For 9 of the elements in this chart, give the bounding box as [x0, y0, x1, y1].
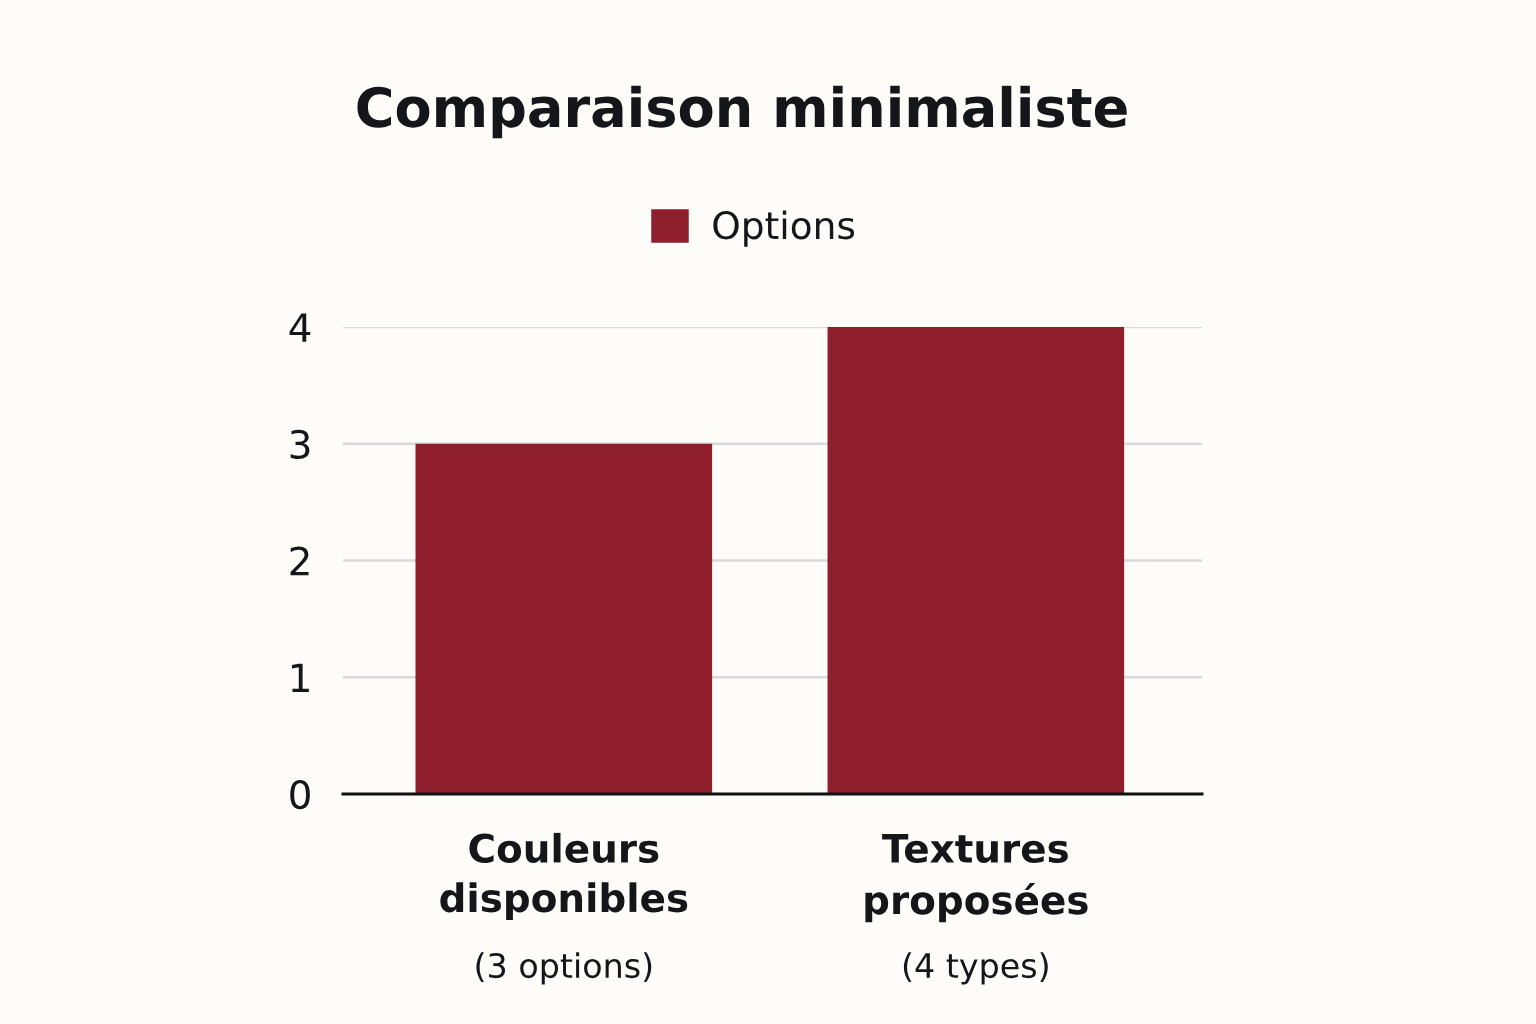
category-label: Textures proposées (4 types) [865, 834, 1088, 985]
y-tick-label: 1 [291, 663, 309, 693]
chart-title: Comparaison minimaliste [357, 85, 1127, 139]
y-tick-label: 4 [289, 313, 311, 342]
legend-label: Options [713, 210, 855, 247]
category-label: Couleurs disponibles (3 options) [440, 832, 688, 985]
y-tick-label: 3 [290, 429, 310, 460]
y-tick-label: 2 [290, 546, 309, 576]
y-tick-label: 0 [290, 779, 310, 810]
